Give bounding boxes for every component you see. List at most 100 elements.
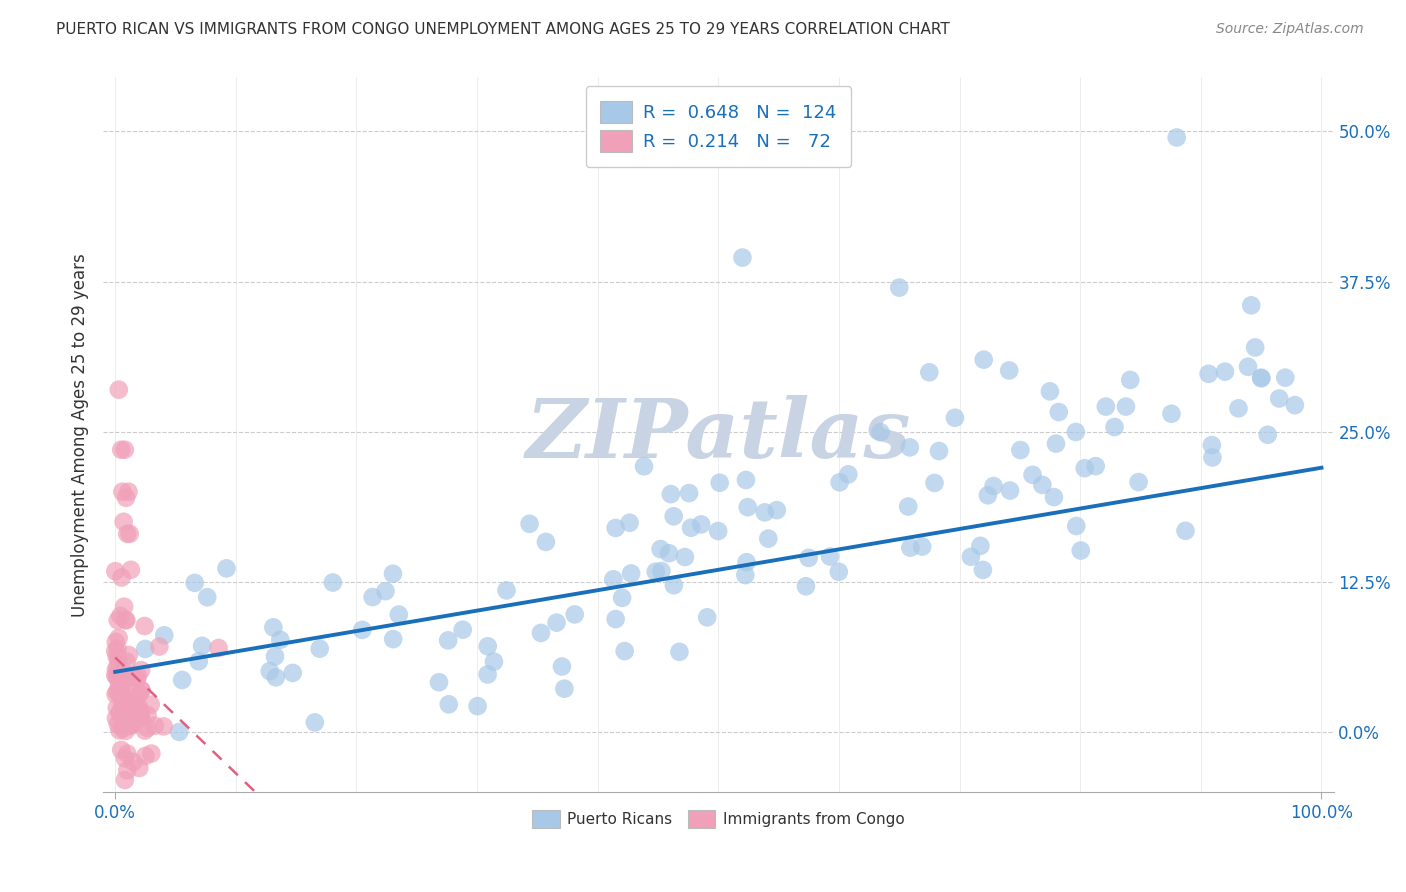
Point xyxy=(207,640,229,655)
Point xyxy=(605,521,627,535)
Point xyxy=(690,517,713,532)
Point xyxy=(111,681,134,696)
Point xyxy=(1043,490,1066,504)
Point xyxy=(304,715,326,730)
Point xyxy=(737,500,759,515)
Point xyxy=(115,669,138,683)
Point xyxy=(530,626,553,640)
Point xyxy=(898,541,921,555)
Point xyxy=(104,662,127,676)
Point xyxy=(983,479,1005,493)
Point xyxy=(467,699,489,714)
Point xyxy=(129,711,152,725)
Point xyxy=(122,706,145,721)
Point xyxy=(1284,398,1306,412)
Text: Source: ZipAtlas.com: Source: ZipAtlas.com xyxy=(1216,22,1364,37)
Point xyxy=(134,723,156,738)
Point xyxy=(107,631,129,645)
Point xyxy=(650,542,672,557)
Point xyxy=(148,640,170,654)
Point xyxy=(918,365,941,379)
Point xyxy=(1047,405,1070,419)
Point xyxy=(115,702,138,716)
Point xyxy=(696,610,718,624)
Point xyxy=(1274,370,1296,384)
Point xyxy=(115,655,138,669)
Point xyxy=(1119,373,1142,387)
Point xyxy=(134,642,156,657)
Point xyxy=(1240,298,1263,312)
Point xyxy=(495,583,517,598)
Point xyxy=(1039,384,1062,399)
Point xyxy=(898,441,921,455)
Point xyxy=(131,683,153,698)
Point xyxy=(108,681,131,695)
Point xyxy=(1201,450,1223,465)
Point xyxy=(143,719,166,733)
Point xyxy=(111,671,134,685)
Point xyxy=(644,565,666,579)
Point xyxy=(662,509,685,524)
Text: ZIPatlas: ZIPatlas xyxy=(526,394,911,475)
Point xyxy=(112,665,135,679)
Point xyxy=(960,549,983,564)
Point xyxy=(382,566,405,581)
Point xyxy=(215,561,238,575)
Point xyxy=(110,442,132,457)
Point xyxy=(114,772,136,787)
Point xyxy=(114,723,136,738)
Point xyxy=(136,707,159,722)
Point xyxy=(678,486,700,500)
Point xyxy=(117,747,139,761)
Point xyxy=(553,681,575,696)
Point xyxy=(129,663,152,677)
Point xyxy=(105,685,128,699)
Point xyxy=(482,655,505,669)
Point xyxy=(943,410,966,425)
Point xyxy=(1198,367,1220,381)
Point xyxy=(104,564,127,578)
Point xyxy=(1064,425,1087,439)
Point xyxy=(619,516,641,530)
Point xyxy=(673,549,696,564)
Point xyxy=(972,563,994,577)
Point xyxy=(388,607,411,622)
Point xyxy=(828,565,851,579)
Point xyxy=(114,751,136,765)
Point xyxy=(605,612,627,626)
Text: PUERTO RICAN VS IMMIGRANTS FROM CONGO UNEMPLOYMENT AMONG AGES 25 TO 29 YEARS COR: PUERTO RICAN VS IMMIGRANTS FROM CONGO UN… xyxy=(56,22,950,37)
Point xyxy=(169,725,191,739)
Point xyxy=(105,649,128,664)
Point xyxy=(259,664,281,678)
Point xyxy=(1166,130,1188,145)
Point xyxy=(127,669,149,683)
Point xyxy=(897,500,920,514)
Point xyxy=(1257,427,1279,442)
Point xyxy=(108,706,131,721)
Point xyxy=(124,714,146,728)
Point xyxy=(602,572,624,586)
Point xyxy=(1010,443,1032,458)
Point xyxy=(104,635,127,649)
Point xyxy=(108,383,131,397)
Point xyxy=(110,684,132,698)
Point xyxy=(1115,400,1137,414)
Point xyxy=(998,483,1021,498)
Point xyxy=(1227,401,1250,416)
Point xyxy=(120,696,142,710)
Point xyxy=(128,700,150,714)
Point xyxy=(1084,459,1107,474)
Point xyxy=(969,539,991,553)
Point xyxy=(477,640,499,654)
Point xyxy=(427,675,450,690)
Point xyxy=(756,532,779,546)
Point xyxy=(269,632,291,647)
Point xyxy=(707,524,730,538)
Point xyxy=(105,669,128,683)
Point xyxy=(129,705,152,719)
Point xyxy=(110,680,132,694)
Point xyxy=(141,747,163,761)
Point xyxy=(110,608,132,623)
Point xyxy=(451,623,474,637)
Point xyxy=(120,716,142,731)
